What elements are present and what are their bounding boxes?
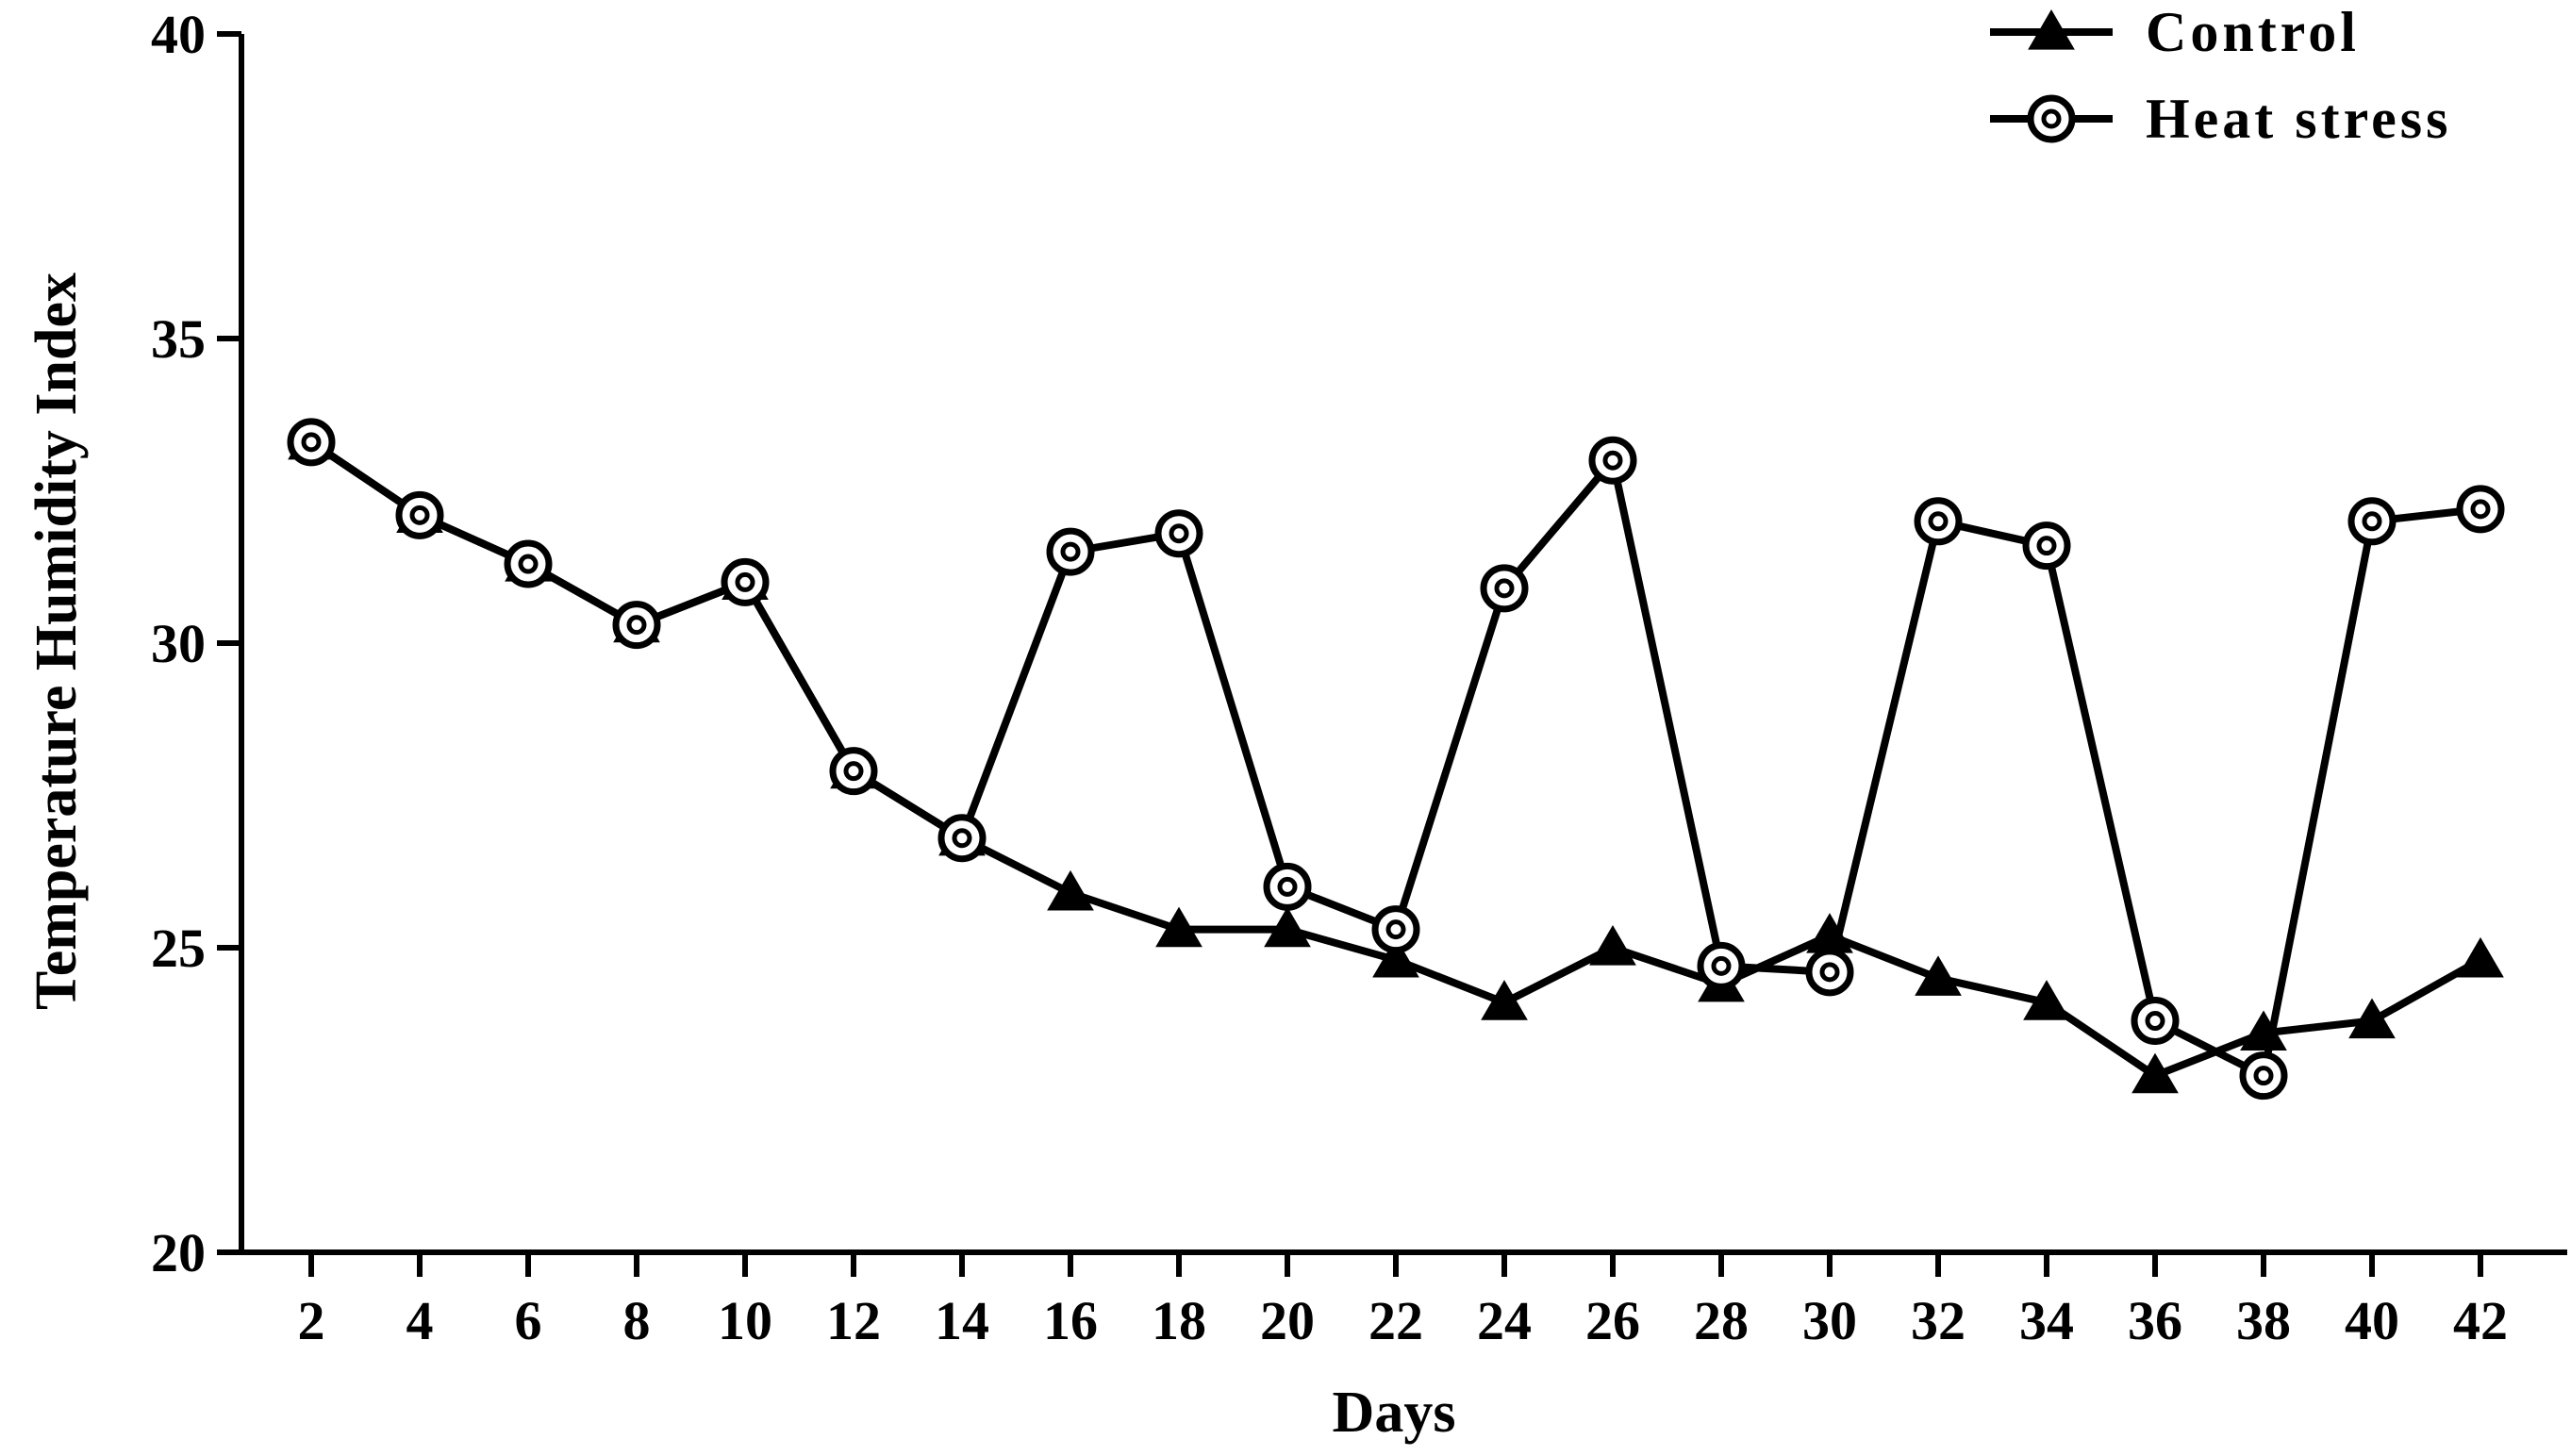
data-point [1263, 862, 1312, 911]
x-axis-ticks: 2 4 6 8 10 12 14 16 18 20 22 24 26 28 30 32 34 36 38 40 42 [298, 1252, 2508, 1351]
legend-item: Heat stress [1990, 88, 2452, 150]
data-point [1589, 925, 1636, 966]
data-point [2022, 521, 2071, 571]
y-tick-label: 25 [151, 918, 206, 979]
x-tick-label: 20 [1260, 1290, 1315, 1351]
legend-marker [2027, 94, 2076, 143]
legend: Control Heat stress [1990, 1, 2452, 150]
data-point [1915, 955, 1962, 996]
data-point [2457, 936, 2504, 978]
legend-label: Heat stress [2146, 88, 2452, 150]
data-point [2456, 485, 2505, 534]
data-point [721, 557, 770, 606]
data-point [2023, 980, 2070, 1020]
x-tick-label: 22 [1368, 1290, 1423, 1351]
series-line [308, 438, 2482, 1080]
x-tick-label: 8 [623, 1290, 651, 1351]
x-tick-label: 14 [935, 1290, 989, 1351]
legend-label: Control [2146, 1, 2360, 63]
legend-item: Control [1990, 1, 2360, 63]
data-point [1481, 980, 1528, 1020]
series-layer [287, 418, 2505, 1100]
x-tick-label: 30 [1802, 1290, 1857, 1351]
data-point [2348, 998, 2396, 1039]
series-control [288, 419, 2504, 1094]
data-point [1047, 869, 1094, 911]
series-heat-stress [287, 418, 2505, 1100]
data-point [1588, 436, 1637, 485]
data-point [1155, 906, 1203, 948]
x-tick-label: 12 [826, 1290, 881, 1351]
data-point [504, 539, 553, 588]
data-point [1372, 936, 1419, 978]
x-tick-label: 28 [1694, 1290, 1749, 1351]
x-tick-label: 26 [1585, 1290, 1640, 1351]
x-tick-label: 10 [718, 1290, 772, 1351]
data-point [2347, 497, 2397, 546]
y-tick-label: 40 [151, 4, 206, 65]
x-tick-label: 16 [1043, 1290, 1098, 1351]
data-point [829, 747, 878, 796]
x-tick-label: 36 [2128, 1290, 2182, 1351]
data-point [1805, 948, 1854, 997]
data-point [1914, 497, 1963, 546]
x-axis-title: Days [1333, 1381, 1456, 1445]
x-tick-label: 40 [2345, 1290, 2399, 1351]
y-tick-label: 30 [151, 613, 206, 674]
y-axis-ticks: 20 25 30 35 40 [151, 4, 241, 1283]
y-tick-label: 20 [151, 1222, 206, 1283]
axes [239, 34, 2567, 1255]
data-point [2131, 997, 2180, 1046]
data-point [1371, 905, 1420, 954]
data-point [287, 418, 336, 467]
data-point [1154, 509, 1203, 558]
x-tick-label: 32 [1911, 1290, 1966, 1351]
data-point [2239, 1051, 2288, 1100]
data-point [1046, 527, 1095, 576]
data-point [395, 490, 444, 539]
data-point [1480, 564, 1529, 613]
y-tick-label: 35 [151, 308, 206, 370]
x-tick-label: 18 [1152, 1290, 1206, 1351]
x-tick-label: 34 [2019, 1290, 2074, 1351]
x-tick-label: 38 [2236, 1290, 2291, 1351]
x-tick-label: 24 [1477, 1290, 1532, 1351]
data-point [2131, 1052, 2179, 1094]
data-point [937, 814, 987, 863]
data-point [612, 601, 661, 650]
x-tick-label: 4 [406, 1290, 434, 1351]
y-axis-title: Temperature Humidity Index [25, 273, 89, 1010]
x-tick-label: 6 [515, 1290, 542, 1351]
x-tick-label: 2 [298, 1290, 325, 1351]
series-line [308, 438, 2481, 1080]
data-point [1264, 906, 1311, 948]
x-tick-label: 42 [2453, 1290, 2508, 1351]
legend-marker [2028, 9, 2075, 50]
data-point [1697, 941, 1746, 990]
